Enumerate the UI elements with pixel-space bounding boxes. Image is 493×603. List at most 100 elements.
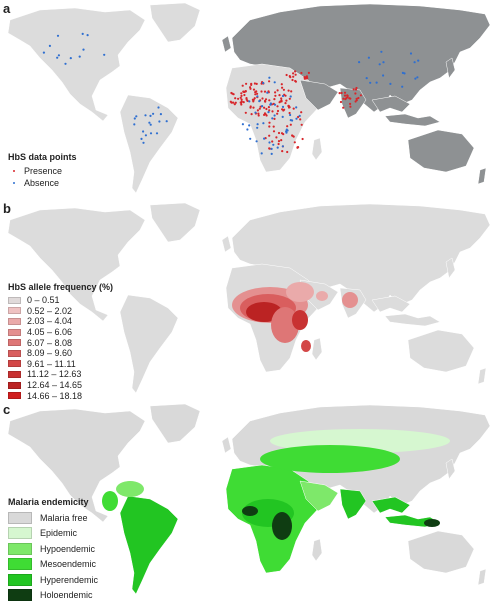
presence-point	[275, 136, 277, 138]
absence-point	[282, 106, 284, 108]
presence-point	[249, 88, 251, 90]
presence-point	[256, 83, 258, 85]
absence-point	[142, 142, 144, 144]
legend-c-label: Hyperendemic	[40, 575, 98, 585]
presence-point	[240, 92, 242, 94]
absence-point	[277, 147, 279, 149]
absence-point	[256, 95, 258, 97]
presence-point	[281, 132, 283, 134]
legend-c-swatch	[8, 512, 32, 524]
absence-point	[274, 81, 276, 83]
legend-b-item: 9.61 – 11.11	[8, 359, 113, 370]
greenland-landmass	[150, 203, 200, 242]
legend-b-swatch	[8, 329, 21, 336]
absence-point	[266, 92, 268, 94]
legend-b-label: 2.03 – 4.04	[27, 316, 72, 326]
absence-point	[376, 82, 378, 84]
presence-point	[264, 91, 266, 93]
absence-point	[256, 127, 258, 129]
presence-point	[281, 150, 283, 152]
absence-point	[249, 138, 251, 140]
absence-point	[262, 122, 264, 124]
legend-b-label: 0 – 0.51	[27, 295, 60, 305]
presence-point	[271, 140, 273, 142]
presence-point	[264, 112, 266, 114]
presence-point	[295, 74, 297, 76]
australia-landmass	[408, 130, 474, 172]
presence-point	[339, 92, 341, 94]
presence-point	[278, 132, 280, 134]
presence-point	[274, 91, 276, 93]
presence-point	[306, 77, 308, 79]
presence-point	[286, 74, 288, 76]
absence-point	[133, 123, 135, 125]
presence-point	[289, 98, 291, 100]
absence-point	[379, 63, 381, 65]
presence-point	[241, 101, 243, 103]
absence-point	[56, 57, 58, 59]
absence-point	[258, 100, 260, 102]
absence-point	[134, 117, 136, 119]
holoendemic-area	[424, 519, 440, 527]
panel-letter-c: c	[3, 403, 10, 416]
presence-point	[286, 151, 288, 153]
presence-point	[273, 130, 275, 132]
legend-b-swatch	[8, 297, 21, 304]
legend-b-item: 0 – 0.51	[8, 295, 113, 306]
legend-b-swatch	[8, 360, 21, 367]
absence-point	[274, 114, 276, 116]
uk-landmass	[222, 36, 231, 52]
absence-point	[248, 124, 250, 126]
presence-point	[349, 98, 351, 100]
presence-point	[280, 99, 282, 101]
absence-point	[254, 112, 256, 114]
presence-point	[255, 90, 257, 92]
legend-b-item: 6.07 – 8.08	[8, 337, 113, 348]
absence-point	[43, 52, 45, 54]
presence-point	[284, 102, 286, 104]
absence-point	[410, 52, 412, 54]
absence-point	[268, 141, 270, 143]
presence-point	[299, 118, 301, 120]
absence-point	[103, 54, 105, 56]
legend-b-label: 9.61 – 11.11	[27, 359, 76, 369]
panel-letter-b: b	[3, 202, 11, 215]
presence-point	[349, 103, 351, 105]
nz-landmass	[478, 368, 486, 384]
legend-b-swatch	[8, 318, 21, 325]
presence-dot-icon	[8, 167, 21, 176]
nz-landmass	[478, 569, 486, 585]
absence-point	[246, 128, 248, 130]
absence-point	[268, 77, 270, 79]
absence-point	[157, 106, 159, 108]
presence-point	[243, 94, 245, 96]
absence-point	[382, 61, 384, 63]
legend-c-swatch	[8, 589, 32, 601]
indonesia-landmass	[385, 314, 440, 326]
legend-a-title: HbS data points	[8, 152, 77, 162]
presence-point	[289, 112, 291, 114]
legend-b-item: 12.64 – 14.65	[8, 380, 113, 391]
presence-point	[355, 100, 357, 102]
presence-point	[344, 92, 346, 94]
presence-point	[277, 110, 279, 112]
presence-point	[237, 98, 239, 100]
presence-point	[243, 101, 245, 103]
absence-point	[287, 129, 289, 131]
absence-point	[248, 100, 250, 102]
presence-point	[260, 90, 262, 92]
absence-point	[79, 56, 81, 58]
presence-point	[245, 112, 247, 114]
absence-point	[57, 35, 59, 37]
legend-c-swatch	[8, 558, 32, 570]
presence-point	[294, 141, 296, 143]
presence-point	[349, 106, 351, 108]
legend-b-label: 4.05 – 6.06	[27, 327, 72, 337]
presence-point	[257, 109, 259, 111]
presence-point	[268, 80, 270, 82]
absence-point	[262, 82, 264, 84]
presence-point	[355, 88, 357, 90]
absence-point	[140, 138, 142, 140]
legend-c-swatch	[8, 527, 32, 539]
legend-c-title: Malaria endemicity	[8, 497, 98, 507]
